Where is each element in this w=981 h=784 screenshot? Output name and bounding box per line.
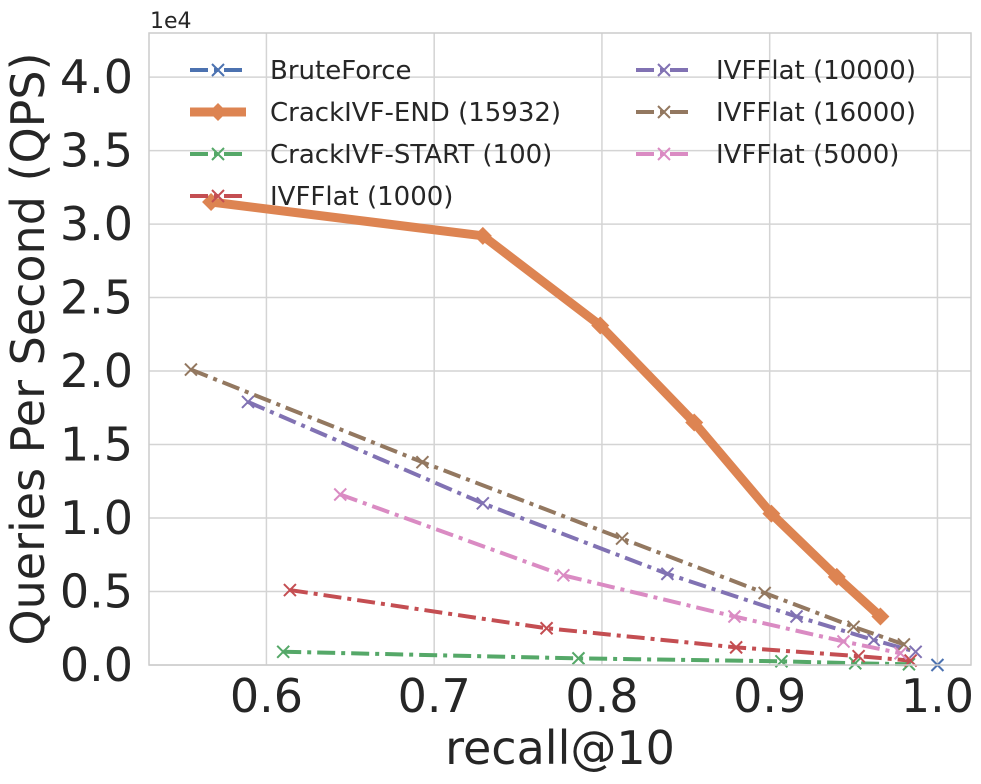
y-tick-label: 4.0 (60, 50, 133, 104)
data-point-ivfflat-16000 (415, 455, 430, 469)
data-point-crackivf-end-15932 (591, 316, 610, 335)
plot-frame (148, 32, 972, 666)
data-point-ivfflat-5000 (836, 634, 851, 649)
x-tick-label: 0.8 (565, 669, 638, 723)
data-point-crackivf-start-100 (848, 656, 862, 670)
y-axis-label: Queries Per Second (QPS) (1, 52, 55, 645)
series-line-crackivf-start-100 (283, 649, 909, 667)
series-line-ivfflat-10000 (247, 400, 917, 654)
y-tick-label: 1.5 (60, 418, 133, 472)
legend-item: IVFFlat (10000) (636, 56, 916, 86)
data-point-crackivf-end-15932 (685, 413, 704, 432)
data-point-ivfflat-10000 (789, 609, 804, 624)
ticks: 0.6 0.7 0.8 0.9 1.0 0.0 0.5 1.0 1.5 2.0 2.5 3.0 3.5 4… (60, 50, 974, 723)
series-ivfflat-5000 (333, 487, 908, 660)
legend-marker (211, 189, 225, 203)
data-point-crackivf-end-15932 (762, 504, 781, 523)
legend-item: IVFFlat (5000) (636, 140, 899, 170)
legend-marker (211, 147, 225, 161)
data-point-ivfflat-10000 (908, 645, 923, 659)
legend-label: CrackIVF-START (100) (270, 140, 552, 170)
data-point-ivfflat-16000 (897, 637, 911, 652)
data-point-ivfflat-16000 (615, 531, 629, 546)
legend-item: IVFFlat (1000) (190, 182, 453, 212)
legend-marker (211, 63, 225, 77)
x-tick-label: 0.7 (398, 669, 471, 723)
data-point-ivfflat-5000 (893, 646, 908, 660)
x-tick-label: 0.6 (230, 669, 303, 723)
data-point-crackivf-end-15932 (827, 567, 846, 586)
data-point-ivfflat-1000 (851, 649, 866, 663)
x-tick-label: 0.9 (733, 669, 806, 723)
data-point-ivfflat-5000 (727, 609, 742, 624)
data-point-ivfflat-1000 (729, 640, 743, 655)
data-point-ivfflat-1000 (539, 621, 554, 635)
legend-item: IVFFlat (16000) (636, 98, 916, 128)
data-point-crackivf-end-15932 (473, 226, 492, 245)
y-tick-label: 2.5 (60, 271, 133, 325)
series-line-ivfflat-16000 (190, 367, 905, 647)
data-point-ivfflat-10000 (476, 496, 490, 511)
data-point-crackivf-end-15932 (871, 607, 890, 626)
data-point-ivfflat-10000 (241, 395, 255, 409)
series-ivfflat-16000 (184, 362, 911, 652)
data-point-ivfflat-16000 (846, 620, 861, 634)
legend: BruteForce CrackIVF-END (15932) CrackIVF-S… (190, 56, 916, 212)
data-point-ivfflat-16000 (184, 362, 198, 377)
legend-marker (209, 103, 227, 121)
x-axis-label: recall@10 (445, 721, 675, 775)
y-tick-label: 3.0 (60, 197, 133, 251)
y-tick-label: 2.0 (60, 344, 133, 398)
series-layer (184, 193, 945, 672)
y-offset-label: 1e4 (150, 9, 192, 34)
legend-item: CrackIVF-START (100) (190, 140, 552, 170)
data-point-ivfflat-10000 (866, 633, 881, 647)
y-tick-label: 0.5 (60, 565, 133, 619)
data-point-crackivf-start-100 (276, 645, 290, 659)
data-point-ivfflat-5000 (333, 487, 347, 502)
y-tick-label: 3.5 (60, 124, 133, 178)
legend-label: IVFFlat (1000) (270, 182, 453, 212)
data-point-ivfflat-10000 (660, 567, 675, 581)
legend-marker (657, 105, 671, 119)
x-tick-label: 1.0 (901, 669, 974, 723)
data-point-crackivf-start-100 (571, 651, 586, 666)
series-crackivf-end-15932 (202, 193, 890, 626)
legend-item: CrackIVF-END (15932) (190, 98, 561, 128)
legend-label: IVFFlat (10000) (716, 56, 916, 86)
legend-label: BruteForce (270, 56, 412, 86)
legend-label: IVFFlat (16000) (716, 98, 916, 128)
legend-label: IVFFlat (5000) (716, 140, 899, 170)
legend-label: CrackIVF-END (15932) (270, 98, 561, 128)
legend-marker (657, 147, 671, 161)
series-ivfflat-10000 (241, 395, 923, 659)
y-tick-label: 1.0 (60, 491, 133, 545)
data-point-ivfflat-1000 (283, 583, 297, 597)
legend-marker (657, 63, 671, 77)
series-ivfflat-1000 (283, 583, 918, 668)
data-point-ivfflat-16000 (757, 586, 772, 600)
y-tick-label: 0.0 (60, 638, 133, 692)
plot-background (149, 33, 971, 665)
legend-item: BruteForce (190, 56, 412, 86)
data-point-ivfflat-5000 (556, 568, 571, 583)
